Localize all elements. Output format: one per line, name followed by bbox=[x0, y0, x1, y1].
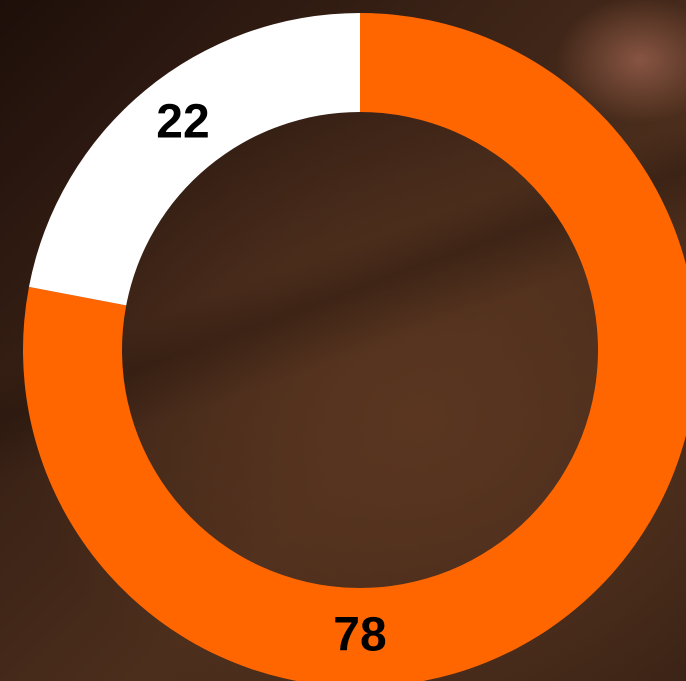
chart: 78 22 bbox=[0, 0, 686, 681]
data-label: 78 bbox=[333, 609, 386, 662]
donut-segment bbox=[29, 13, 360, 305]
data-label: 22 bbox=[156, 96, 209, 149]
